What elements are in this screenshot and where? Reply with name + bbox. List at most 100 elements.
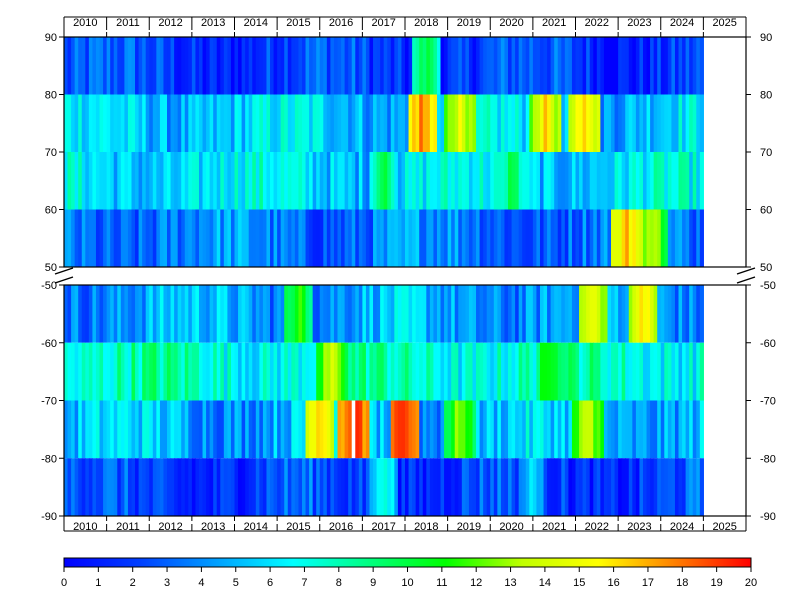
heatmap-cell bbox=[230, 342, 236, 401]
colorbar-tick-label: 14 bbox=[539, 577, 551, 589]
heatmap-cell bbox=[191, 285, 197, 343]
heatmap-cell bbox=[483, 209, 488, 267]
heatmap-cell bbox=[117, 37, 122, 95]
heatmap-cell bbox=[554, 209, 559, 267]
heatmap-cell bbox=[238, 400, 243, 459]
heatmap-cell bbox=[497, 285, 502, 343]
heatmap-cell bbox=[664, 342, 669, 401]
heatmap-cell bbox=[440, 209, 445, 267]
heatmap-cell bbox=[131, 400, 136, 459]
heatmap-cell bbox=[529, 400, 534, 459]
heatmap-cell bbox=[191, 458, 197, 516]
heatmap-cell bbox=[167, 342, 172, 401]
heatmap-cell bbox=[110, 342, 115, 401]
heatmap-cell bbox=[415, 209, 420, 267]
heatmap-cell bbox=[81, 94, 86, 152]
heatmap-cell bbox=[159, 400, 165, 459]
heatmap-cell bbox=[213, 152, 218, 210]
heatmap-cell bbox=[586, 152, 591, 210]
heatmap-cell bbox=[515, 458, 520, 516]
heatmap-cell bbox=[419, 458, 424, 516]
top-year-label: 2025 bbox=[712, 17, 736, 29]
heatmap-cell bbox=[642, 400, 648, 459]
heatmap-cell bbox=[262, 37, 268, 95]
latitude-label-left: 60 bbox=[45, 205, 57, 217]
heatmap-cell bbox=[642, 37, 648, 95]
heatmap-cell bbox=[625, 458, 630, 516]
heatmap-cell bbox=[209, 285, 214, 343]
heatmap-cell bbox=[259, 209, 264, 267]
heatmap-cell bbox=[518, 209, 523, 267]
heatmap-cell bbox=[465, 458, 470, 516]
heatmap-cell bbox=[504, 37, 509, 95]
heatmap-cell bbox=[603, 342, 609, 401]
heatmap-cell bbox=[152, 209, 157, 267]
colorbar-tick-label: 6 bbox=[267, 577, 273, 589]
heatmap-cell bbox=[493, 458, 498, 516]
top-year-label: 2024 bbox=[670, 17, 694, 29]
heatmap-cell bbox=[557, 458, 562, 516]
heatmap-cell bbox=[341, 37, 346, 95]
bottom-year-label: 2015 bbox=[286, 521, 310, 533]
heatmap-cell bbox=[373, 458, 378, 516]
axis-break-mark-left bbox=[54, 276, 74, 284]
heatmap-cell bbox=[639, 400, 644, 459]
heatmap-cell bbox=[632, 285, 637, 343]
heatmap-cell bbox=[646, 285, 651, 343]
heatmap-cell bbox=[582, 400, 587, 459]
heatmap-cell bbox=[586, 400, 591, 459]
colorbar-tick-label: 15 bbox=[573, 577, 585, 589]
heatmap-cell bbox=[78, 94, 83, 152]
heatmap-cell bbox=[532, 37, 538, 95]
heatmap-cell bbox=[476, 37, 481, 95]
heatmap-cell bbox=[71, 285, 76, 343]
heatmap-cell bbox=[543, 458, 548, 516]
heatmap-cell bbox=[390, 400, 395, 459]
top-year-label: 2010 bbox=[73, 17, 97, 29]
latitude-label-left: -70 bbox=[41, 396, 57, 408]
heatmap-cell bbox=[316, 94, 321, 152]
heatmap-cell bbox=[650, 458, 655, 516]
heatmap-cell bbox=[547, 37, 552, 95]
heatmap-cell bbox=[206, 458, 211, 516]
bottom-year-label: 2020 bbox=[499, 521, 523, 533]
heatmap-cell bbox=[234, 400, 239, 459]
heatmap-cell bbox=[412, 342, 417, 401]
heatmap-cell bbox=[653, 458, 658, 516]
heatmap-cell bbox=[380, 285, 385, 343]
heatmap-cell bbox=[351, 209, 356, 267]
heatmap-cell bbox=[170, 209, 175, 267]
heatmap-cell bbox=[660, 37, 665, 95]
heatmap-cell bbox=[326, 285, 331, 343]
heatmap-cell bbox=[365, 152, 371, 210]
heatmap-cell bbox=[522, 342, 527, 401]
heatmap-cell bbox=[238, 342, 243, 401]
heatmap-cell bbox=[664, 285, 669, 343]
heatmap-cell bbox=[323, 458, 328, 516]
heatmap-cell bbox=[206, 209, 211, 267]
heatmap-cell bbox=[142, 152, 147, 210]
heatmap-cell bbox=[692, 209, 697, 267]
heatmap-cell bbox=[611, 94, 616, 152]
heatmap-cell bbox=[614, 458, 619, 516]
heatmap-cell bbox=[227, 285, 232, 343]
heatmap-cell bbox=[120, 342, 125, 401]
heatmap-cell bbox=[291, 342, 296, 401]
heatmap-cell bbox=[415, 152, 420, 210]
heatmap-cell bbox=[611, 37, 616, 95]
heatmap-cell bbox=[67, 400, 72, 459]
heatmap-cell bbox=[390, 94, 395, 152]
heatmap-cell bbox=[74, 458, 79, 516]
heatmap-cell bbox=[64, 400, 69, 459]
heatmap-cell bbox=[369, 37, 374, 95]
heatmap-cell bbox=[255, 37, 260, 95]
heatmap-cell bbox=[611, 209, 616, 267]
heatmap-cell bbox=[127, 209, 133, 267]
heatmap-cell bbox=[181, 209, 186, 267]
heatmap-cell bbox=[365, 285, 371, 343]
heatmap-cell bbox=[337, 37, 342, 95]
heatmap-cell bbox=[124, 209, 129, 267]
heatmap-cell bbox=[639, 37, 644, 95]
heatmap-cell bbox=[650, 94, 655, 152]
heatmap-cell bbox=[493, 152, 498, 210]
